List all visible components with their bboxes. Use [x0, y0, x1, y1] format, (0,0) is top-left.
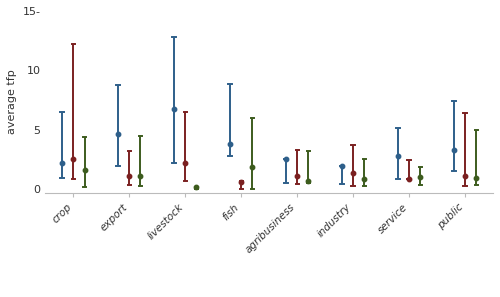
Y-axis label: average tfp: average tfp [7, 69, 17, 134]
